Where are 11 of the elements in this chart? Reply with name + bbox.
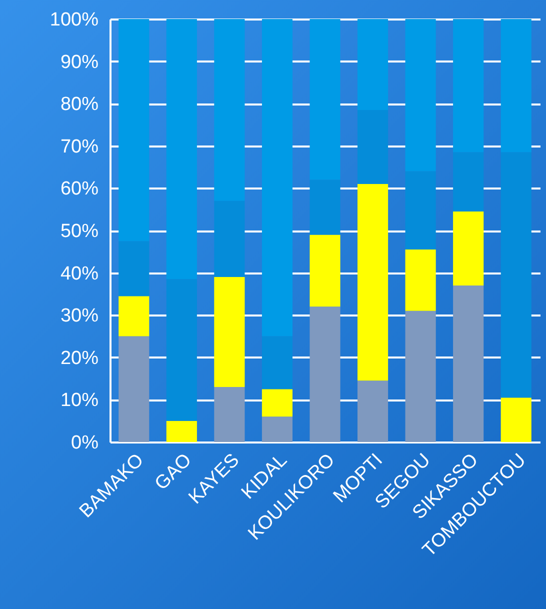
- y-tick-label: 70%: [60, 136, 99, 158]
- y-tick-label: 80%: [60, 94, 99, 116]
- y-tick-label: 100%: [50, 10, 99, 30]
- y-tick-label: 50%: [60, 221, 99, 242]
- y-tick-label: 0%: [71, 432, 99, 454]
- y-tick-label: 20%: [60, 348, 99, 369]
- y-tick-label: 30%: [60, 306, 99, 327]
- y-tick-label: 40%: [60, 263, 99, 284]
- y-tick-label: 90%: [60, 52, 99, 73]
- y-tick-label: 60%: [60, 178, 99, 200]
- y-tick-label: 10%: [60, 390, 99, 412]
